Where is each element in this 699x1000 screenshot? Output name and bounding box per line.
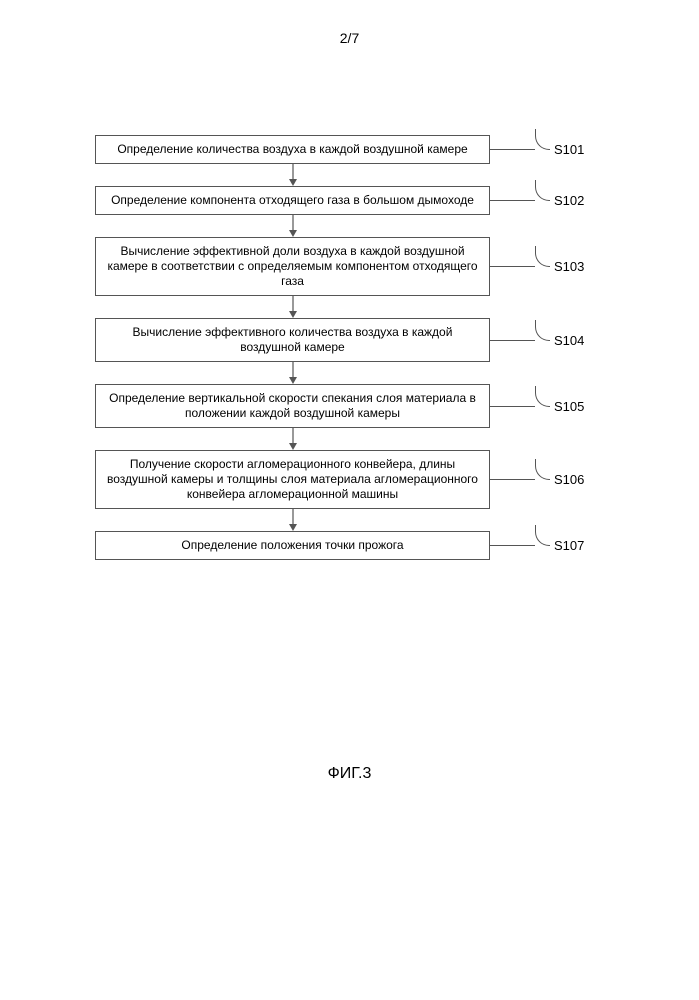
step-connector	[490, 479, 550, 480]
step-label: S105	[554, 399, 584, 414]
flow-step-row: Определение компонента отходящего газа в…	[95, 186, 615, 215]
step-label: S101	[554, 142, 584, 157]
flow-step-box: Определение положения точки прожога	[95, 531, 490, 560]
flow-step-row: Определение количества воздуха в каждой …	[95, 135, 615, 164]
flow-step-box: Получение скорости агломерационного конв…	[95, 450, 490, 509]
figure-caption: ФИГ.3	[0, 765, 699, 783]
page-number: 2/7	[0, 30, 699, 46]
arrow-down-icon	[95, 164, 490, 186]
step-connector	[490, 406, 550, 407]
arrow-down-icon	[95, 215, 490, 237]
flow-step-row: Получение скорости агломерационного конв…	[95, 450, 615, 509]
arrow-down-icon	[95, 362, 490, 384]
step-connector	[490, 149, 550, 150]
arrow-down-icon	[95, 296, 490, 318]
flow-step-box: Определение количества воздуха в каждой …	[95, 135, 490, 164]
flow-step-row: Вычисление эффективной доли воздуха в ка…	[95, 237, 615, 296]
step-label: S106	[554, 472, 584, 487]
step-connector	[490, 200, 550, 201]
step-connector	[490, 340, 550, 341]
flow-step-box: Определение компонента отходящего газа в…	[95, 186, 490, 215]
step-label: S107	[554, 538, 584, 553]
flow-step-box: Вычисление эффективной доли воздуха в ка…	[95, 237, 490, 296]
step-connector	[490, 545, 550, 546]
flow-step-row: Вычисление эффективного количества возду…	[95, 318, 615, 362]
flow-step-box: Вычисление эффективного количества возду…	[95, 318, 490, 362]
flow-step-row: Определение положения точки прожога S107	[95, 531, 615, 560]
arrow-down-icon	[95, 509, 490, 531]
page: 2/7 Определение количества воздуха в каж…	[0, 0, 699, 1000]
step-label: S104	[554, 333, 584, 348]
arrow-down-icon	[95, 428, 490, 450]
flowchart: Определение количества воздуха в каждой …	[95, 135, 615, 560]
step-connector	[490, 266, 550, 267]
flow-step-box: Определение вертикальной скорости спекан…	[95, 384, 490, 428]
step-label: S103	[554, 259, 584, 274]
step-label: S102	[554, 193, 584, 208]
flow-step-row: Определение вертикальной скорости спекан…	[95, 384, 615, 428]
